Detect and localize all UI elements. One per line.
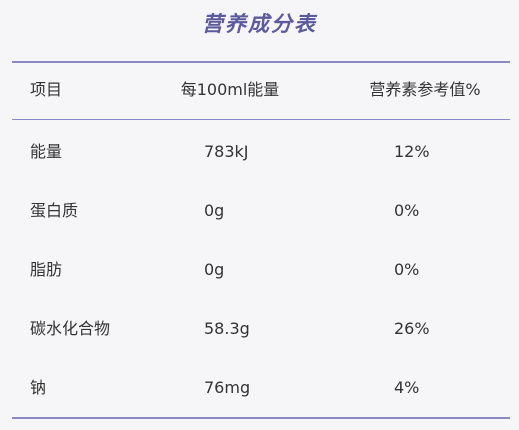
header-cell: 项目 xyxy=(30,80,63,99)
table-title: 营养成分表 xyxy=(202,12,317,36)
header-rule xyxy=(12,119,510,120)
table-cell: 12% xyxy=(394,142,430,161)
top-rule xyxy=(12,61,510,63)
header-cell: 营养素参考值% xyxy=(369,80,481,99)
table-cell: 58.3g xyxy=(204,319,250,338)
table-cell: 蛋白质 xyxy=(30,201,79,220)
bottom-rule xyxy=(12,417,510,419)
table-cell: 0% xyxy=(394,260,420,279)
table-cell: 0% xyxy=(394,201,420,220)
table-cell: 0g xyxy=(204,201,225,220)
table-cell: 76mg xyxy=(204,378,251,397)
table-cell: 0g xyxy=(204,260,225,279)
table-cell: 碳水化合物 xyxy=(30,319,111,338)
table-cell: 钠 xyxy=(30,378,47,397)
table-cell: 脂肪 xyxy=(30,260,63,279)
table-cell: 能量 xyxy=(30,142,63,161)
table-cell: 783kJ xyxy=(204,142,249,161)
header-cell: 每100ml能量 xyxy=(180,80,280,99)
table-cell: 4% xyxy=(394,378,420,397)
table-cell: 26% xyxy=(394,319,430,338)
